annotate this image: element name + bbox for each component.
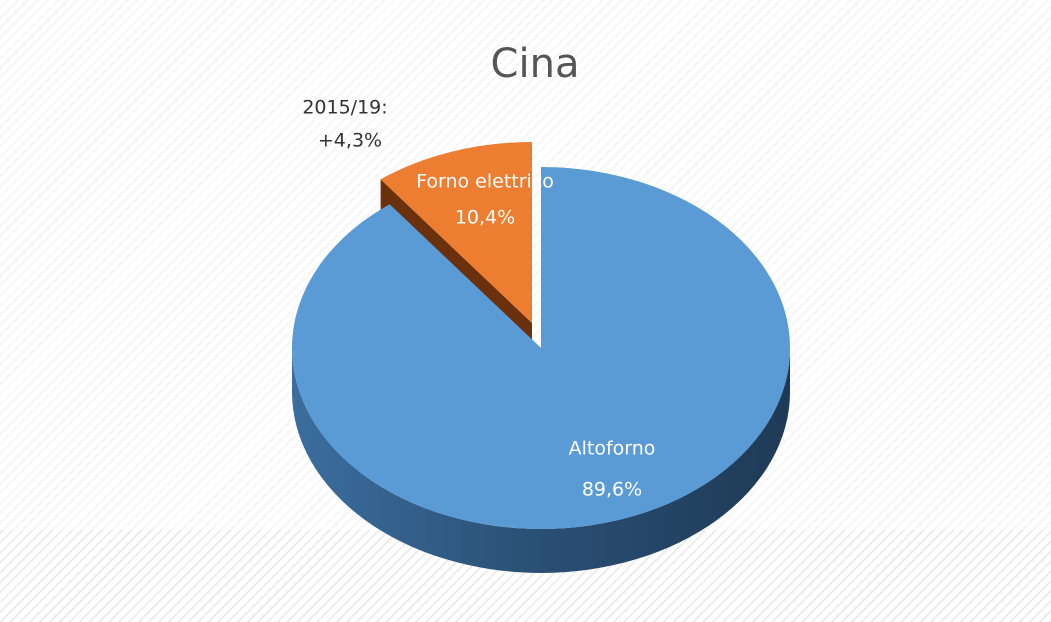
- slice-label: Altoforno: [569, 438, 656, 460]
- value-label: 89,6%: [582, 479, 642, 501]
- slice: [380, 142, 532, 323]
- annotation: +4,3%: [318, 130, 382, 152]
- chart-title: Cina: [491, 41, 580, 87]
- value-label: 10,4%: [455, 207, 515, 229]
- annotation: 2015/19:: [302, 97, 387, 119]
- slice: [291, 167, 791, 529]
- slice-label: Forno elettrico: [416, 171, 554, 193]
- slice-side: [292, 348, 790, 573]
